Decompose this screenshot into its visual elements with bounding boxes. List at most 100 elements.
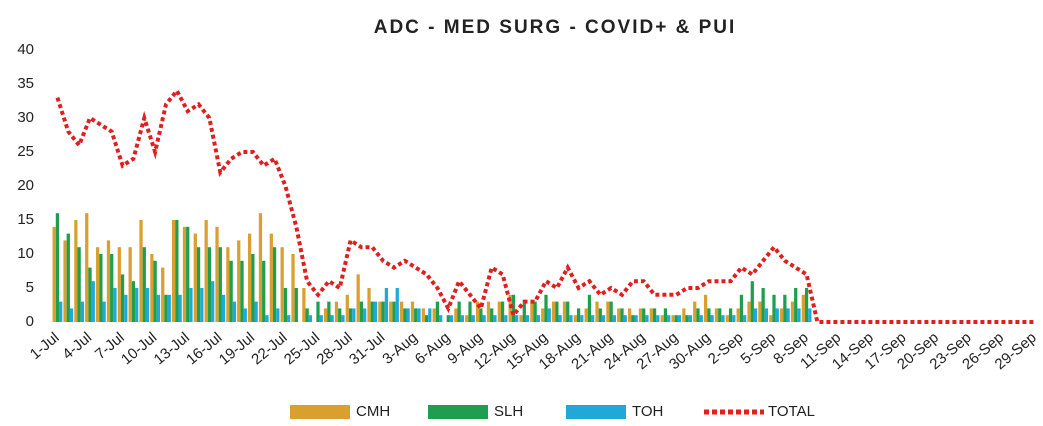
bar <box>305 308 309 322</box>
bar <box>302 288 306 322</box>
bar <box>584 308 588 322</box>
bar <box>139 220 143 322</box>
bar <box>74 220 78 322</box>
bar <box>226 247 230 322</box>
bar <box>617 308 621 322</box>
bar <box>99 254 103 322</box>
bar <box>486 301 491 322</box>
bar <box>186 226 190 322</box>
bar <box>794 288 798 322</box>
total-line <box>55 87 1035 324</box>
bar <box>161 267 165 322</box>
y-tick-label: 15 <box>17 211 34 228</box>
bar <box>693 301 697 322</box>
bar <box>718 308 722 322</box>
bar <box>403 308 407 322</box>
bar <box>128 247 132 322</box>
bar <box>91 281 95 322</box>
x-tick-label: 19-Jul <box>216 329 258 368</box>
bar <box>338 308 342 322</box>
bar <box>660 315 664 322</box>
bar <box>732 315 736 322</box>
bar <box>142 247 146 322</box>
bar <box>356 274 360 322</box>
bar <box>721 315 725 322</box>
bar <box>569 315 573 322</box>
bar <box>797 308 801 322</box>
y-tick-label: 35 <box>17 75 34 92</box>
bar <box>432 308 436 322</box>
bar <box>519 315 523 322</box>
bar <box>620 308 624 322</box>
bar <box>504 315 508 322</box>
bar <box>435 301 440 322</box>
legend-label: SLH <box>494 403 523 420</box>
bar <box>102 301 106 322</box>
bar <box>323 308 328 322</box>
bar <box>308 315 313 322</box>
bar <box>399 301 404 322</box>
bar <box>551 301 556 322</box>
bar <box>580 315 584 322</box>
x-tick-label: 31-Jul <box>346 329 388 368</box>
bar <box>164 294 168 322</box>
x-tick-label: 4-Jul <box>59 329 95 363</box>
bar <box>779 308 784 322</box>
bar <box>555 301 559 322</box>
bar <box>439 315 443 322</box>
bar <box>775 308 779 322</box>
bar <box>218 247 222 322</box>
bar <box>69 308 74 322</box>
bar <box>171 220 176 322</box>
bar <box>287 315 291 322</box>
bar <box>753 308 758 322</box>
bar <box>247 233 252 322</box>
bar <box>685 315 689 322</box>
bar <box>493 315 497 322</box>
bar <box>606 301 610 322</box>
bar <box>595 301 599 322</box>
bar <box>251 254 255 322</box>
bar <box>479 308 483 322</box>
y-tick-label: 5 <box>26 279 34 296</box>
bar <box>714 308 719 322</box>
bar <box>63 240 67 322</box>
bar <box>772 294 776 322</box>
bar <box>515 315 519 322</box>
bar <box>591 315 595 322</box>
bar <box>541 308 545 322</box>
bar <box>204 220 208 322</box>
bar <box>497 301 501 322</box>
bar <box>566 301 570 322</box>
bar <box>319 315 323 322</box>
bar <box>145 288 150 322</box>
bar <box>471 315 475 322</box>
bar <box>182 226 187 322</box>
bar <box>272 247 277 322</box>
bar <box>110 254 114 322</box>
bar <box>804 288 809 322</box>
bar <box>370 301 374 322</box>
bar <box>88 267 92 322</box>
bar <box>189 288 193 322</box>
bar <box>424 315 429 322</box>
bar <box>283 288 288 322</box>
bar <box>135 288 139 322</box>
bar <box>475 301 480 322</box>
bar <box>536 315 541 322</box>
x-tick-label: 1-Jul <box>27 329 63 363</box>
bar <box>688 315 693 322</box>
bar <box>392 301 396 322</box>
bar <box>381 301 385 322</box>
legend-label: TOTAL <box>768 403 815 420</box>
bar <box>627 308 632 322</box>
y-tick-label: 40 <box>17 41 34 58</box>
bar <box>739 294 744 322</box>
bar <box>395 288 399 322</box>
x-tick-label: 28-Jul <box>313 329 355 368</box>
y-tick-label: 30 <box>17 109 34 126</box>
bar <box>106 240 111 322</box>
bar <box>576 308 581 322</box>
bar <box>747 301 751 322</box>
